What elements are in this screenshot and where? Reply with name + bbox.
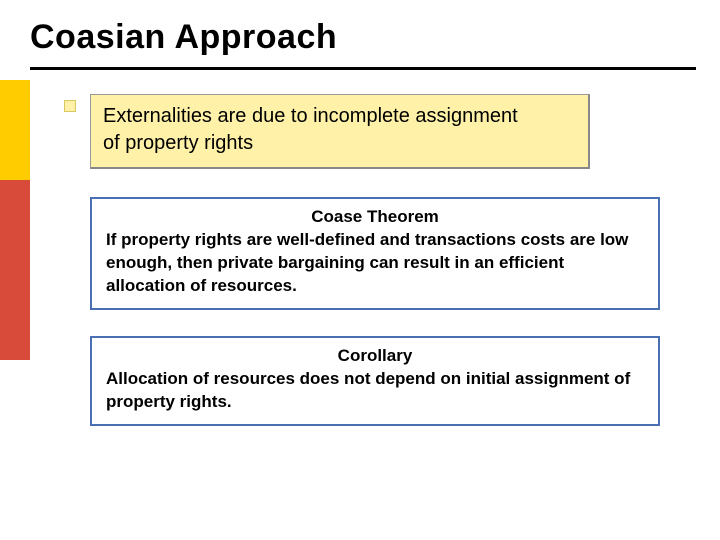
content-area: Externalities are due to incomplete assi… <box>0 70 720 426</box>
coase-theorem-body: If property rights are well-defined and … <box>106 229 644 298</box>
corollary-body: Allocation of resources does not depend … <box>106 368 644 414</box>
bullet-text: Externalities are due to incomplete assi… <box>90 94 590 169</box>
coase-theorem-box: Coase Theorem If property rights are wel… <box>90 197 660 310</box>
corollary-heading: Corollary <box>106 346 644 366</box>
coase-theorem-heading: Coase Theorem <box>106 207 644 227</box>
corollary-box: Corollary Allocation of resources does n… <box>90 336 660 426</box>
bullet-item: Externalities are due to incomplete assi… <box>64 94 680 169</box>
bullet-square-icon <box>64 100 76 112</box>
slide-title: Coasian Approach <box>0 0 720 67</box>
